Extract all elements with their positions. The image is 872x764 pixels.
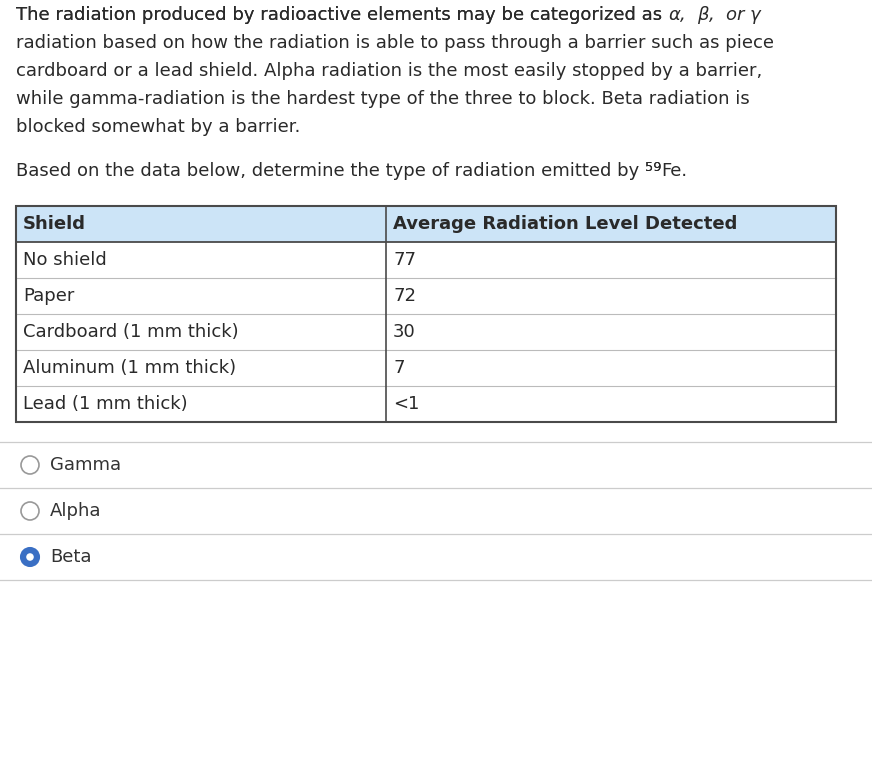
Text: 59: 59 xyxy=(645,161,662,174)
Circle shape xyxy=(26,553,34,561)
Text: Fe.: Fe. xyxy=(662,162,688,180)
Text: Paper: Paper xyxy=(23,287,74,305)
Text: Aluminum (1 mm thick): Aluminum (1 mm thick) xyxy=(23,359,236,377)
Text: blocked somewhat by a barrier.: blocked somewhat by a barrier. xyxy=(16,118,300,136)
Text: Alpha: Alpha xyxy=(50,502,101,520)
Text: Cardboard (1 mm thick): Cardboard (1 mm thick) xyxy=(23,323,239,341)
Circle shape xyxy=(21,502,39,520)
Text: No shield: No shield xyxy=(23,251,106,269)
Bar xyxy=(16,206,386,242)
Circle shape xyxy=(21,548,39,566)
Text: Based on the data below, determine the type of radiation emitted by: Based on the data below, determine the t… xyxy=(16,162,645,180)
Bar xyxy=(16,206,836,242)
Text: 30: 30 xyxy=(393,323,416,341)
Text: Shield: Shield xyxy=(23,215,86,233)
Text: The radiation produced by radioactive elements may be categorized as: The radiation produced by radioactive el… xyxy=(16,6,668,24)
Bar xyxy=(16,206,836,422)
Text: 59: 59 xyxy=(645,161,662,174)
Text: $\alpha$,  $\beta$,  or $\gamma$: $\alpha$, $\beta$, or $\gamma$ xyxy=(668,4,763,26)
Circle shape xyxy=(21,456,39,474)
Text: 7: 7 xyxy=(393,359,405,377)
Text: Gamma: Gamma xyxy=(50,456,121,474)
Text: radiation based on how the radiation is able to pass through a barrier such as p: radiation based on how the radiation is … xyxy=(16,34,774,52)
Text: while gamma-radiation is the hardest type of the three to block. Beta radiation : while gamma-radiation is the hardest typ… xyxy=(16,90,750,108)
Text: <1: <1 xyxy=(393,395,419,413)
Text: Beta: Beta xyxy=(50,548,92,566)
Text: 72: 72 xyxy=(393,287,416,305)
Text: cardboard or a lead shield. Alpha radiation is the most easily stopped by a barr: cardboard or a lead shield. Alpha radiat… xyxy=(16,62,762,80)
Text: The radiation produced by radioactive elements may be categorized as: The radiation produced by radioactive el… xyxy=(16,6,668,24)
Text: Average Radiation Level Detected: Average Radiation Level Detected xyxy=(393,215,738,233)
Text: Lead (1 mm thick): Lead (1 mm thick) xyxy=(23,395,187,413)
Text: 77: 77 xyxy=(393,251,416,269)
